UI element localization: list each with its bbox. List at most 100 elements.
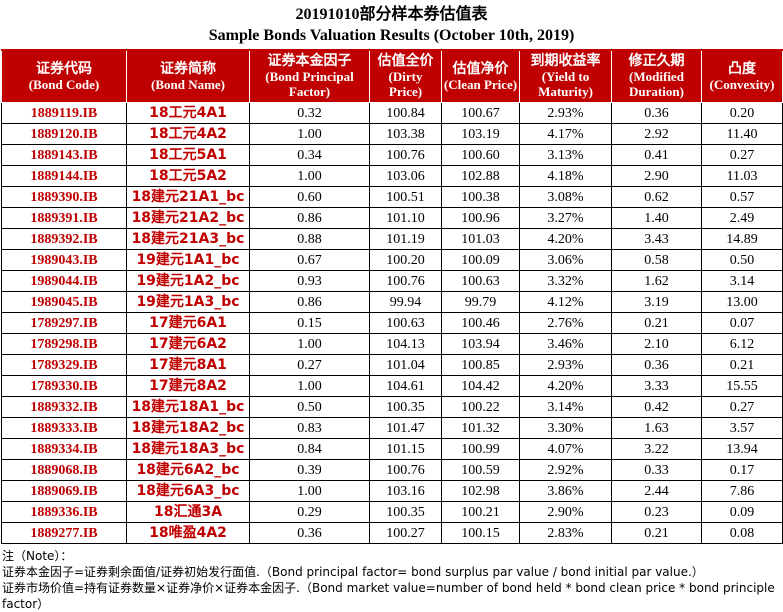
- column-header-clean-price-en: (Clean Price): [443, 76, 518, 92]
- principal-factor-cell: 0.39: [249, 459, 370, 481]
- dirty-price-cell: 99.94: [369, 291, 442, 313]
- clean-price-cell: 99.79: [441, 291, 520, 313]
- bond-code-cell: 1989044.IB: [1, 270, 127, 292]
- bond-code-cell: 1789330.IB: [1, 375, 127, 397]
- table-row: 1889069.IB 18建元6A3_bc 1.00 103.16 102.98 3.86…: [1, 480, 783, 502]
- yield-to-maturity-cell: 4.18%: [519, 165, 612, 187]
- table-row: 1889119.IB 18工元4A1 0.32 100.84 100.67 2.93% 0.…: [1, 102, 783, 124]
- bond-code-cell: 1789297.IB: [1, 312, 127, 334]
- bond-name-cell: 18建元6A3_bc: [126, 480, 250, 502]
- column-header-bond-code: 证券代码 (Bond Code): [1, 49, 127, 103]
- yield-to-maturity-cell: 2.92%: [519, 459, 612, 481]
- modified-duration-cell: 0.36: [611, 354, 702, 376]
- dirty-price-cell: 100.27: [369, 522, 442, 544]
- notes-block: 注（Note）： 证券本金因子=证券剩余面值/证券初始发行面值.（Bond pr…: [2, 548, 781, 612]
- column-header-modified-duration: 修正久期 (Modified Duration): [611, 49, 702, 103]
- bond-name-cell: 18建元18A1_bc: [126, 396, 250, 418]
- table-row: 1789297.IB 17建元6A1 0.15 100.63 100.46 2.76% 0.…: [1, 312, 783, 334]
- convexity-cell: 0.50: [701, 249, 783, 271]
- bond-name-cell: 19建元1A2_bc: [126, 270, 250, 292]
- table-row: 1789330.IB 17建元8A2 1.00 104.61 104.42 4.20% 3.…: [1, 375, 783, 397]
- convexity-cell: 0.09: [701, 501, 783, 523]
- notes-line-1: 证券本金因子=证券剩余面值/证券初始发行面值.（Bond principal f…: [2, 565, 704, 579]
- yield-to-maturity-cell: 3.30%: [519, 417, 612, 439]
- table-row: 1989044.IB 19建元1A2_bc 0.93 100.76 100.63 3.32…: [1, 270, 783, 292]
- page-title-english: Sample Bonds Valuation Results (October …: [208, 27, 575, 44]
- dirty-price-cell: 100.35: [369, 501, 442, 523]
- clean-price-cell: 100.96: [441, 207, 520, 229]
- table-row: 1889277.IB 18唯盈4A2 0.36 100.27 100.15 2.83% 0.…: [1, 522, 783, 544]
- dirty-price-cell: 100.63: [369, 312, 442, 334]
- modified-duration-cell: 0.21: [611, 312, 702, 334]
- convexity-cell: 13.94: [701, 438, 783, 460]
- convexity-cell: 3.57: [701, 417, 783, 439]
- modified-duration-cell: 2.92: [611, 123, 702, 145]
- column-header-bond-name-en: (Bond Name): [150, 76, 226, 92]
- page-title-chinese: 20191010部分样本券估值表: [295, 6, 488, 23]
- table-row: 1889392.IB 18建元21A3_bc 0.88 101.19 101.03 4.2…: [1, 228, 783, 250]
- bond-code-cell: 1889390.IB: [1, 186, 127, 208]
- column-header-yield-to-maturity-en: (Yield to Maturity): [538, 69, 593, 99]
- bond-code-cell: 1889277.IB: [1, 522, 127, 544]
- notes-heading: 注（Note）：: [2, 549, 73, 563]
- yield-to-maturity-cell: 3.14%: [519, 396, 612, 418]
- principal-factor-cell: 1.00: [249, 165, 370, 187]
- table-row: 1889068.IB 18建元6A2_bc 0.39 100.76 100.59 2.92…: [1, 459, 783, 481]
- bond-name-cell: 17建元6A1: [126, 312, 250, 334]
- principal-factor-cell: 0.86: [249, 207, 370, 229]
- clean-price-cell: 100.15: [441, 522, 520, 544]
- clean-price-cell: 100.59: [441, 459, 520, 481]
- bond-name-cell: 19建元1A3_bc: [126, 291, 250, 313]
- convexity-cell: 11.03: [701, 165, 783, 187]
- principal-factor-cell: 1.00: [249, 123, 370, 145]
- principal-factor-cell: 0.15: [249, 312, 370, 334]
- dirty-price-cell: 100.76: [369, 459, 442, 481]
- convexity-cell: 0.07: [701, 312, 783, 334]
- principal-factor-cell: 0.67: [249, 249, 370, 271]
- yield-to-maturity-cell: 4.12%: [519, 291, 612, 313]
- principal-factor-cell: 0.29: [249, 501, 370, 523]
- dirty-price-cell: 104.61: [369, 375, 442, 397]
- dirty-price-cell: 101.19: [369, 228, 442, 250]
- dirty-price-cell: 101.04: [369, 354, 442, 376]
- bond-name-cell: 18工元5A2: [126, 165, 250, 187]
- convexity-cell: 0.27: [701, 396, 783, 418]
- dirty-price-cell: 100.20: [369, 249, 442, 271]
- column-header-bond-code-en: (Bond Code): [28, 76, 100, 92]
- dirty-price-cell: 101.47: [369, 417, 442, 439]
- table-header-row: 证券代码 (Bond Code) 证券简称 (Bond Name) 证券本金因子…: [1, 49, 783, 103]
- column-header-bond-code-cn: 证券代码: [36, 60, 92, 77]
- bond-code-cell: 1889068.IB: [1, 459, 127, 481]
- dirty-price-cell: 103.38: [369, 123, 442, 145]
- dirty-price-cell: 100.84: [369, 102, 442, 124]
- modified-duration-cell: 3.33: [611, 375, 702, 397]
- column-header-principal-factor: 证券本金因子 (Bond Principal Factor): [249, 49, 370, 103]
- dirty-price-cell: 101.10: [369, 207, 442, 229]
- dirty-price-cell: 101.15: [369, 438, 442, 460]
- clean-price-cell: 100.60: [441, 144, 520, 166]
- column-header-convexity-en: (Convexity): [709, 76, 775, 92]
- yield-to-maturity-cell: 2.83%: [519, 522, 612, 544]
- yield-to-maturity-cell: 3.32%: [519, 270, 612, 292]
- yield-to-maturity-cell: 2.93%: [519, 354, 612, 376]
- modified-duration-cell: 0.42: [611, 396, 702, 418]
- yield-to-maturity-cell: 4.17%: [519, 123, 612, 145]
- modified-duration-cell: 0.23: [611, 501, 702, 523]
- column-header-bond-name-cn: 证券简称: [160, 60, 216, 77]
- modified-duration-cell: 3.19: [611, 291, 702, 313]
- yield-to-maturity-cell: 2.93%: [519, 102, 612, 124]
- bond-code-cell: 1989045.IB: [1, 291, 127, 313]
- bond-name-cell: 17建元8A2: [126, 375, 250, 397]
- clean-price-cell: 100.46: [441, 312, 520, 334]
- bond-name-cell: 18工元4A2: [126, 123, 250, 145]
- principal-factor-cell: 1.00: [249, 375, 370, 397]
- modified-duration-cell: 1.63: [611, 417, 702, 439]
- modified-duration-cell: 2.90: [611, 165, 702, 187]
- modified-duration-cell: 3.43: [611, 228, 702, 250]
- table-row: 1989045.IB 19建元1A3_bc 0.86 99.94 99.79 4.12% 3…: [1, 291, 783, 313]
- clean-price-cell: 100.22: [441, 396, 520, 418]
- principal-factor-cell: 0.93: [249, 270, 370, 292]
- modified-duration-cell: 0.36: [611, 102, 702, 124]
- table-row: 1889120.IB 18工元4A2 1.00 103.38 103.19 4.17% 2.…: [1, 123, 783, 145]
- column-header-clean-price: 估值净价 (Clean Price): [441, 49, 520, 103]
